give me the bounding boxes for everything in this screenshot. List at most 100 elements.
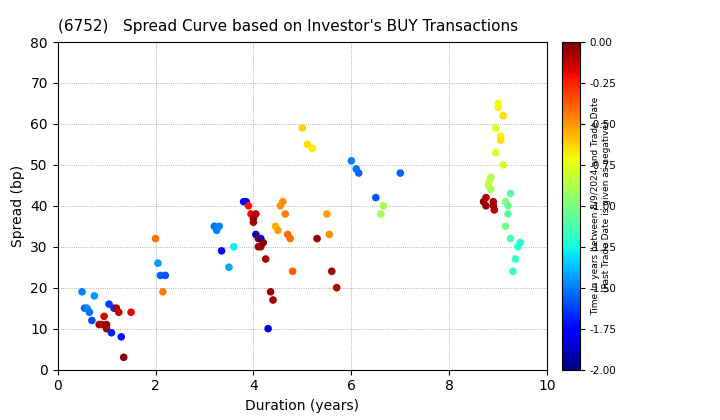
Point: [103, 301, 114, 307]
Point: [500, 223, 511, 230]
Point: [323, 231, 335, 238]
Point: [490, 149, 502, 156]
Point: [262, 325, 274, 332]
Point: [78, 305, 90, 312]
Point: [489, 207, 500, 213]
Point: [484, 178, 495, 184]
Point: [482, 182, 494, 189]
X-axis label: Duration (years): Duration (years): [246, 399, 359, 413]
Point: [115, 333, 127, 340]
Point: [125, 309, 137, 316]
Point: [505, 235, 516, 242]
Point: [155, 272, 166, 279]
Point: [282, 231, 294, 238]
Y-axis label: Spread (bp): Spread (bp): [11, 165, 24, 247]
Point: [500, 198, 511, 205]
Point: [297, 125, 308, 131]
Point: [370, 194, 382, 201]
Point: [279, 210, 291, 217]
Point: [250, 231, 261, 238]
Point: [515, 239, 526, 246]
Point: [96, 321, 107, 328]
Point: [223, 264, 235, 270]
Point: [492, 100, 504, 107]
Point: [265, 289, 276, 295]
Point: [287, 268, 298, 275]
Point: [106, 329, 117, 336]
Point: [498, 161, 509, 168]
Point: [113, 309, 125, 316]
Point: [510, 256, 521, 262]
Point: [326, 268, 338, 275]
Point: [255, 243, 266, 250]
Point: [505, 190, 516, 197]
Point: [307, 145, 318, 152]
Point: [507, 268, 518, 275]
Point: [331, 284, 343, 291]
Point: [76, 289, 88, 295]
Point: [353, 170, 364, 176]
Point: [485, 186, 497, 193]
Point: [160, 272, 171, 279]
Point: [495, 137, 506, 144]
Point: [101, 325, 112, 332]
Point: [84, 309, 95, 316]
Point: [118, 354, 130, 361]
Point: [512, 243, 523, 250]
Point: [272, 227, 284, 234]
Point: [101, 321, 112, 328]
Point: [152, 260, 163, 266]
Point: [503, 202, 514, 209]
Point: [111, 305, 122, 312]
Point: [89, 292, 100, 299]
Text: (6752)   Spread Curve based on Investor's BUY Transactions: (6752) Spread Curve based on Investor's …: [58, 19, 518, 34]
Point: [284, 235, 296, 242]
Point: [248, 219, 259, 226]
Point: [108, 305, 120, 312]
Point: [485, 174, 497, 181]
Point: [211, 227, 222, 234]
Point: [243, 202, 254, 209]
Point: [377, 202, 389, 209]
Point: [495, 133, 506, 139]
Point: [250, 210, 261, 217]
Point: [267, 297, 279, 303]
Point: [240, 198, 252, 205]
Point: [81, 305, 93, 312]
Point: [351, 165, 362, 172]
Point: [213, 223, 225, 230]
Point: [490, 125, 502, 131]
Point: [274, 202, 286, 209]
Point: [277, 198, 289, 205]
Point: [346, 158, 357, 164]
Point: [228, 243, 240, 250]
Point: [302, 141, 313, 148]
Point: [487, 198, 499, 205]
Point: [492, 104, 504, 111]
Point: [258, 239, 269, 246]
Point: [270, 223, 282, 230]
Point: [321, 210, 333, 217]
Text: Time in years between 8/9/2024 and Trade Date
(Past Trade Date is given as negat: Time in years between 8/9/2024 and Trade…: [592, 97, 611, 315]
Point: [86, 317, 98, 324]
Point: [238, 198, 249, 205]
Point: [253, 235, 264, 242]
Point: [260, 256, 271, 262]
Point: [94, 321, 105, 328]
Point: [248, 215, 259, 221]
Point: [255, 235, 266, 242]
Point: [480, 202, 492, 209]
Point: [157, 289, 168, 295]
Point: [246, 210, 257, 217]
Point: [478, 198, 490, 205]
Point: [487, 202, 499, 209]
Point: [480, 194, 492, 201]
Point: [150, 235, 161, 242]
Point: [375, 210, 387, 217]
Point: [503, 210, 514, 217]
Point: [209, 223, 220, 230]
Point: [311, 235, 323, 242]
Point: [99, 313, 110, 320]
Point: [253, 243, 264, 250]
Point: [216, 247, 228, 254]
